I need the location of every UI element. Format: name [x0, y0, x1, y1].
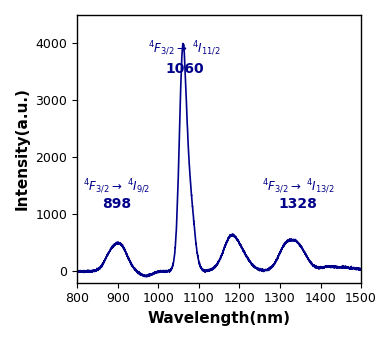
Text: 1328: 1328 — [279, 197, 318, 211]
Y-axis label: Intensity(a.u.): Intensity(a.u.) — [15, 87, 30, 210]
Text: 1060: 1060 — [165, 62, 204, 76]
Text: 898: 898 — [102, 197, 131, 211]
X-axis label: Wavelength(nm): Wavelength(nm) — [148, 311, 290, 326]
Text: $^4F_{3/2}\rightarrow\ ^4I_{13/2}$: $^4F_{3/2}\rightarrow\ ^4I_{13/2}$ — [262, 178, 334, 196]
Text: $^4F_{3/2}\rightarrow\ ^4I_{11/2}$: $^4F_{3/2}\rightarrow\ ^4I_{11/2}$ — [148, 40, 221, 58]
Text: $^4F_{3/2}\rightarrow\ ^4I_{9/2}$: $^4F_{3/2}\rightarrow\ ^4I_{9/2}$ — [83, 178, 151, 196]
